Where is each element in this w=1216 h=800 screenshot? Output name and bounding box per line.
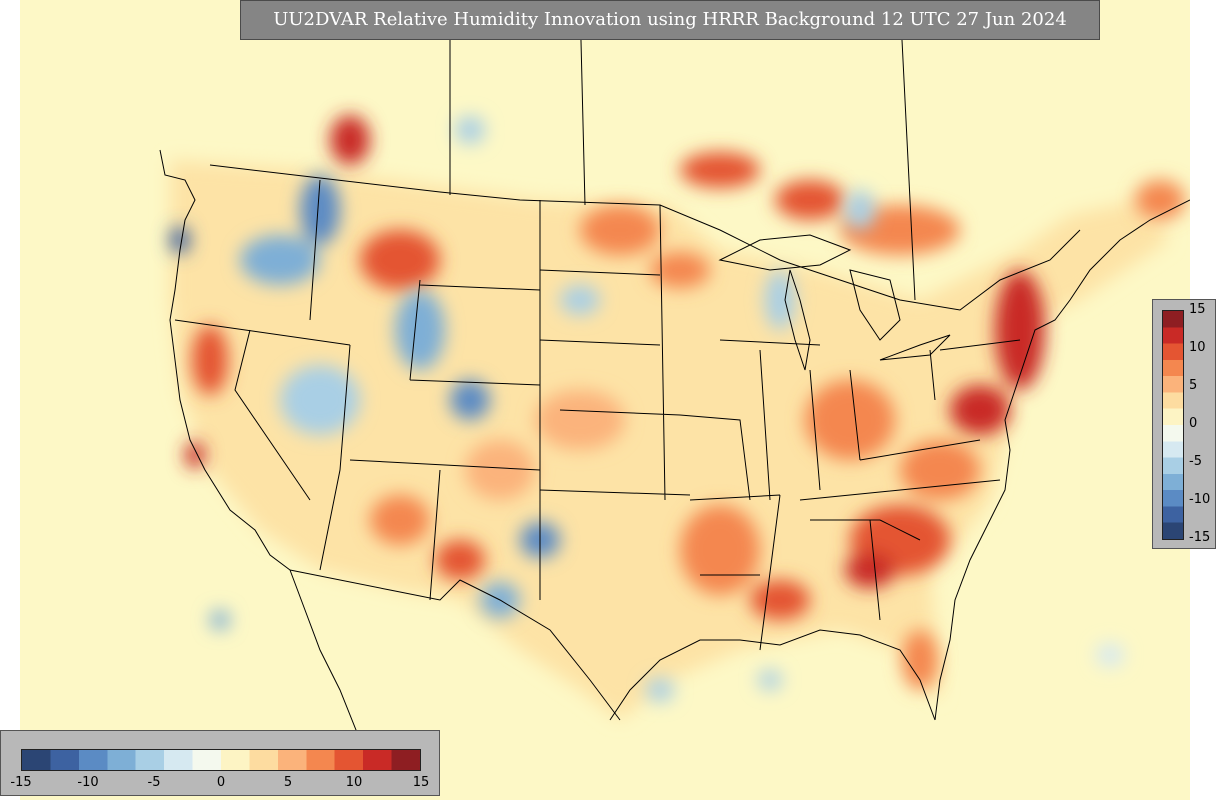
colorbar-vertical-scale <box>1162 310 1184 540</box>
colorbar-horizontal: -15 -10 -5 0 5 10 15 <box>0 730 440 796</box>
colorbar-vertical-tick: -10 <box>1189 492 1211 507</box>
colorbar-horizontal-tick: 5 <box>283 775 293 790</box>
coastlines-and-borders <box>159 0 1190 791</box>
negative-innovation-areas <box>170 116 1124 702</box>
positive-innovation-areas <box>185 115 1185 690</box>
state-lines-west <box>174 179 541 601</box>
colorbar-horizontal-scale <box>21 749 421 771</box>
great-lake-superior <box>718 234 852 271</box>
border-us-mexico <box>289 569 621 721</box>
colorbar-vertical-tick: -5 <box>1189 454 1202 469</box>
map-title: UU2DVAR Relative Humidity Innovation usi… <box>240 0 1100 40</box>
great-lake-michigan <box>784 269 811 371</box>
colorbar-horizontal-tick: 15 <box>412 775 430 790</box>
colorbar-horizontal-tick: -15 <box>10 775 32 790</box>
colorbar-vertical-tick: 0 <box>1189 416 1198 431</box>
colorbar-horizontal-tick: 10 <box>345 775 363 790</box>
colorbar-vertical-tick: 10 <box>1189 340 1206 355</box>
map-area[interactable] <box>20 0 1190 800</box>
colorbar-horizontal-tick: -10 <box>77 775 99 790</box>
colorbar-vertical: 15 10 5 0 -5 -10 -15 <box>1152 299 1216 549</box>
state-lines-central <box>539 204 781 651</box>
coastline-gulf <box>609 629 936 721</box>
great-lake-huron <box>849 269 901 341</box>
great-lake-erie <box>879 334 951 361</box>
coastline-east <box>934 199 1190 721</box>
colorbar-horizontal-tick: 0 <box>216 775 226 790</box>
colorbar-horizontal-tick: -5 <box>147 775 161 790</box>
coastline-west <box>159 149 291 571</box>
colorbar-vertical-tick: -15 <box>1189 530 1211 545</box>
colorbar-vertical-tick: 5 <box>1189 378 1198 393</box>
border-us-canada <box>209 164 1081 311</box>
state-lines-east <box>719 339 1021 621</box>
colorbar-vertical-tick: 15 <box>1189 302 1206 317</box>
map-canvas <box>20 0 1190 800</box>
